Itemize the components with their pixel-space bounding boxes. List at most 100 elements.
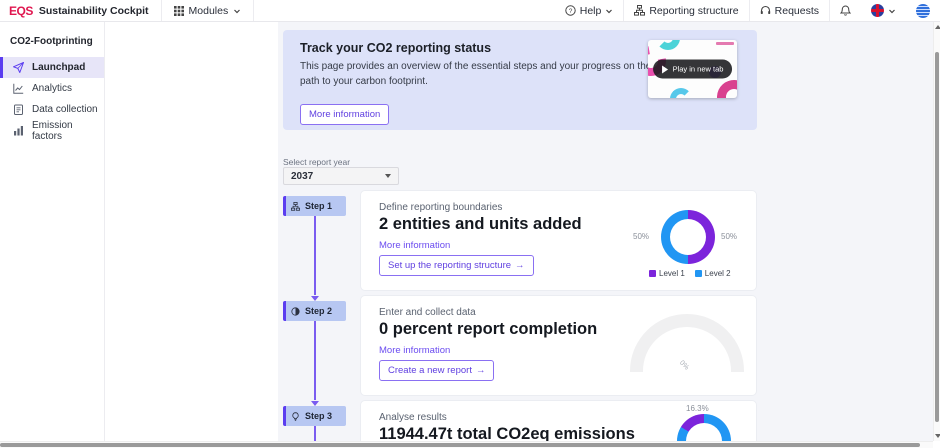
paper-plane-icon <box>13 62 24 73</box>
uk-flag-icon <box>871 4 884 17</box>
top-bar: EQS Sustainability Cockpit Modules ? Hel… <box>0 0 940 22</box>
legend-label: Level 1 <box>659 269 685 278</box>
clipboard-icon <box>13 104 24 115</box>
create-new-report-button[interactable]: Create a new report → <box>379 360 495 381</box>
language-switcher[interactable] <box>861 0 906 21</box>
step-badge-label: Step 1 <box>305 201 333 211</box>
sidebar-item-launchpad[interactable]: Launchpad <box>0 57 104 78</box>
main-content: Track your CO2 reporting status This pag… <box>105 22 933 448</box>
step-subtitle: Enter and collect data <box>379 307 476 318</box>
line-chart-icon <box>13 83 24 94</box>
step-headline: 11944.47t total CO2eq emissions <box>379 425 635 443</box>
horizontal-scrollbar-thumb[interactable] <box>0 443 920 447</box>
step-1-badge: Step 1 <box>283 196 346 216</box>
step-connector-line <box>314 426 316 448</box>
sidebar-item-label: Emission factors <box>32 119 73 142</box>
help-label: Help <box>579 4 602 17</box>
help-icon: ? <box>565 5 576 16</box>
sidebar-item-label: Launchpad <box>32 62 86 73</box>
chevron-down-icon <box>385 174 391 178</box>
horizontal-scrollbar[interactable] <box>0 441 933 448</box>
user-menu[interactable] <box>906 0 940 21</box>
status-banner: Track your CO2 reporting status This pag… <box>283 30 757 130</box>
button-label: Set up the reporting structure <box>388 260 512 271</box>
report-year-label: Select report year <box>283 157 351 167</box>
decorative-shape <box>656 40 680 50</box>
arrow-right-icon: → <box>475 365 486 376</box>
bar-chart-icon <box>13 125 24 136</box>
bell-icon <box>840 4 851 17</box>
step-connector-line <box>314 321 316 400</box>
legend-item: Level 1 <box>649 269 685 278</box>
avatar <box>916 3 930 18</box>
legend-label: Level 2 <box>704 269 731 278</box>
arrow-down-icon <box>311 296 319 301</box>
step1-donut <box>661 210 715 264</box>
half-circle-icon <box>291 306 300 316</box>
headset-icon <box>760 5 771 16</box>
chevron-down-icon <box>888 7 896 15</box>
set-up-reporting-structure-button[interactable]: Set up the reporting structure → <box>379 255 534 276</box>
decorative-shape <box>670 88 692 98</box>
hierarchy-icon <box>634 5 646 16</box>
scroll-up-arrow-icon[interactable] <box>934 25 940 29</box>
vertical-scrollbar-thumb[interactable] <box>935 52 939 422</box>
notifications-button[interactable] <box>829 0 861 21</box>
play-in-new-tab-button[interactable]: Play in new tab <box>652 59 733 79</box>
step-badge-label: Step 3 <box>305 411 333 421</box>
completion-gauge <box>630 314 744 372</box>
sidebar-item-analytics[interactable]: Analytics <box>0 78 104 99</box>
more-information-link[interactable]: More information <box>379 345 451 356</box>
button-label: Create a new report <box>388 365 472 376</box>
donut-legend: Level 1 Level 2 <box>649 269 731 278</box>
svg-text:?: ? <box>568 8 572 15</box>
sidebar: CO2-Footprinting Launchpad Analytics Dat… <box>0 22 105 448</box>
sidebar-item-data-collection[interactable]: Data collection <box>0 99 104 120</box>
more-information-link[interactable]: More information <box>379 240 451 251</box>
video-thumbnail[interactable]: Play in new tab <box>648 40 737 98</box>
banner-title: Track your CO2 reporting status <box>300 41 492 55</box>
report-year-select[interactable]: 2037 <box>283 167 399 185</box>
arrow-right-icon: → <box>515 260 525 271</box>
video-logo <box>716 42 734 45</box>
requests-label: Requests <box>774 4 819 17</box>
app-title: Sustainability Cockpit <box>38 4 149 17</box>
reporting-structure-label: Reporting structure <box>649 4 739 17</box>
help-menu[interactable]: ? Help <box>555 0 624 21</box>
more-information-button[interactable]: More information <box>300 104 390 125</box>
arrow-down-icon <box>311 401 319 406</box>
requests-button[interactable]: Requests <box>748 0 829 21</box>
step-badge-label: Step 2 <box>305 306 333 316</box>
eqs-logo: EQS <box>9 3 33 18</box>
legend-item: Level 2 <box>694 269 731 278</box>
step-subtitle: Analyse results <box>379 412 447 423</box>
legend-swatch <box>649 270 656 277</box>
donut-label-left: 50% <box>633 232 650 241</box>
vertical-scrollbar[interactable] <box>933 22 940 441</box>
step-2-card: Enter and collect data 0 percent report … <box>360 295 757 396</box>
step-connector-line <box>314 216 316 295</box>
sidebar-item-emission-factors[interactable]: Emission factors <box>0 119 104 142</box>
topbar-right: ? Help Reporting structure Requests <box>555 0 940 21</box>
play-icon <box>661 65 668 73</box>
step-headline: 2 entities and units added <box>379 215 582 233</box>
lightbulb-icon <box>291 411 300 421</box>
sidebar-item-label: Analytics <box>32 83 73 94</box>
step-2-badge: Step 2 <box>283 301 346 321</box>
chevron-down-icon <box>605 7 613 15</box>
step-subtitle: Define reporting boundaries <box>379 202 503 213</box>
step-3-badge: Step 3 <box>283 406 346 426</box>
donut-hole <box>670 219 706 255</box>
report-year-value: 2037 <box>291 170 314 182</box>
decorative-shape <box>712 75 737 98</box>
grid-icon <box>173 5 184 16</box>
hierarchy-icon <box>291 201 300 211</box>
reporting-structure-button[interactable]: Reporting structure <box>623 0 748 21</box>
donut-label-right: 50% <box>721 232 738 241</box>
sidebar-item-label: Data collection <box>32 104 98 115</box>
scroll-down-arrow-icon[interactable] <box>934 434 940 438</box>
play-button-label: Play in new tab <box>672 64 724 74</box>
modules-menu[interactable]: Modules <box>160 0 255 21</box>
banner-description: This page provides an overview of the es… <box>300 61 652 87</box>
chevron-down-icon <box>233 7 241 15</box>
